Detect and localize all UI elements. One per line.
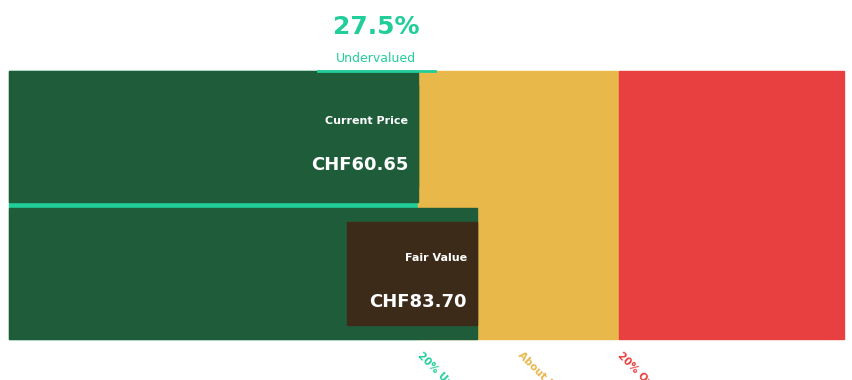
Text: Current Price: Current Price: [325, 116, 407, 126]
Bar: [417, 71, 618, 339]
Text: 20% Undervalued: 20% Undervalued: [415, 350, 495, 380]
Text: Fair Value: Fair Value: [404, 253, 466, 263]
Bar: [9, 71, 417, 202]
Text: 20% Overvalued: 20% Overvalued: [615, 350, 690, 380]
Text: CHF83.70: CHF83.70: [369, 293, 466, 311]
Text: Undervalued: Undervalued: [336, 52, 416, 65]
Text: About Right: About Right: [515, 350, 572, 380]
Bar: [618, 71, 843, 339]
Bar: [9, 208, 476, 339]
Bar: [288, 85, 417, 187]
Text: CHF60.65: CHF60.65: [310, 156, 407, 174]
Bar: [347, 222, 476, 325]
Text: 27.5%: 27.5%: [332, 15, 419, 39]
Bar: [9, 71, 417, 339]
